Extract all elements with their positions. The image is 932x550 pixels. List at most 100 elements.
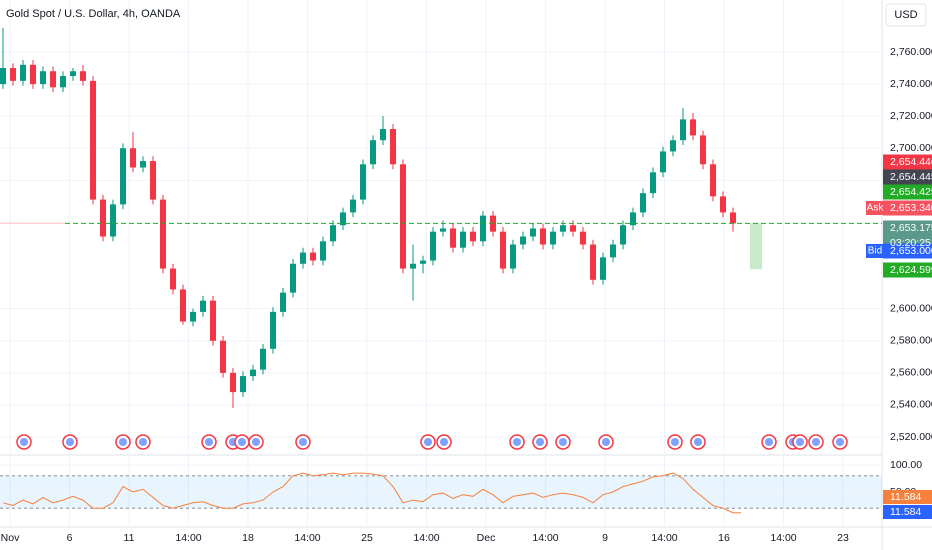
candle-body (500, 231, 506, 269)
candle-body (400, 164, 406, 269)
candle-body (330, 225, 336, 242)
candle-body (140, 161, 146, 168)
event-icon-inner (424, 438, 432, 446)
price-tag (883, 184, 932, 200)
candle-body (450, 228, 456, 248)
y-tick-label: 2,720.000 (890, 110, 932, 122)
candle-body (470, 231, 476, 242)
grid-layer (0, 0, 882, 527)
candle-body (290, 263, 296, 293)
countdown: 03:20:25 (890, 237, 931, 249)
candle-body (60, 76, 66, 88)
y-tick-label: 2,520.000 (890, 431, 932, 443)
candle-body (300, 252, 306, 264)
currency[interactable]: USD (894, 9, 917, 21)
y-tick-label: 2,580.000 (890, 335, 932, 347)
candle-body (320, 241, 326, 261)
y-tick-label: 2,540.000 (890, 399, 932, 411)
candle-body (260, 348, 266, 370)
candle-body (550, 231, 556, 245)
currency-button[interactable] (885, 3, 927, 27)
candle-body (390, 128, 396, 165)
candle-body (530, 228, 536, 237)
candle-body (190, 311, 196, 322)
time-label: 14:00 (651, 532, 677, 544)
time-label: 6 (67, 532, 73, 544)
candle-body (650, 172, 656, 194)
candle-body (360, 164, 366, 200)
event-icon-inner (559, 438, 567, 446)
candle-body (700, 135, 706, 165)
event-icon-inner (694, 438, 702, 446)
time-label: Nov (1, 532, 20, 544)
chart-title: Gold Spot / U.S. Dollar, 4h, OANDA (6, 8, 181, 20)
event-icon-inner (299, 438, 307, 446)
indicator-tag-label: 11.584 (890, 491, 921, 503)
candle-body (170, 268, 176, 290)
price-tag (883, 262, 932, 278)
price-tag (883, 243, 932, 259)
candle-body (420, 260, 426, 264)
y-tick-label: 2,760.000 (890, 46, 932, 58)
price-tag (883, 200, 932, 216)
indicator-tag (883, 490, 932, 504)
candle-body (640, 193, 646, 213)
price-tag-label: 2,654.446 (890, 156, 932, 168)
price-tag-label: 2,653.000 (890, 245, 932, 257)
ask-badge (866, 201, 884, 215)
candle-body (580, 231, 586, 245)
candle-body (160, 199, 166, 269)
candle-body (180, 289, 186, 322)
candle-body (430, 231, 436, 261)
candle-body (100, 199, 106, 237)
time-label: 9 (602, 532, 608, 544)
candle-body (40, 71, 46, 85)
candle-body (200, 300, 206, 312)
indicator-tag (883, 505, 932, 519)
time-label: 14:00 (770, 532, 796, 544)
candle-body (130, 148, 136, 168)
time-label: 11 (124, 532, 135, 544)
candle-body (310, 252, 316, 261)
event-icon-inner (536, 438, 544, 446)
candle-body (350, 199, 356, 213)
y-tick-label: 2,700.000 (890, 142, 932, 154)
bid-label: Bid (868, 246, 882, 257)
candle-body (590, 244, 596, 280)
candle-body (370, 140, 376, 165)
candle-body (0, 68, 6, 85)
event-icon-inner (252, 438, 260, 446)
event-icon-inner (765, 438, 773, 446)
candle-body (50, 71, 56, 88)
candle-body (570, 225, 576, 232)
time-label: 14:00 (532, 532, 558, 544)
event-icon-inner (513, 438, 521, 446)
time-label: 16 (718, 532, 730, 544)
candle-body (30, 64, 36, 85)
candle-body (220, 340, 226, 373)
candle-body (210, 300, 216, 341)
marks-layer (0, 27, 882, 514)
candle-body (560, 225, 566, 232)
price-tag (883, 154, 932, 170)
candle-body (600, 257, 606, 280)
candle-body (510, 244, 516, 269)
candle-body (110, 204, 116, 237)
time-label: 14:00 (294, 532, 320, 544)
event-icon-inner (238, 438, 246, 446)
event-icon-inner (139, 438, 147, 446)
event-icon-inner (671, 438, 679, 446)
y-tick-label: 2,560.000 (890, 367, 932, 379)
time-label: 14:00 (175, 532, 201, 544)
event-icon-inner (66, 438, 74, 446)
candle-body (410, 263, 416, 269)
projection-box (750, 223, 762, 270)
candle-body (480, 215, 486, 242)
candle-body (630, 212, 636, 226)
event-icon-inner (796, 438, 804, 446)
indicator-tag-label: 11.584 (890, 506, 921, 518)
price-tag-label: 2,654.445 (890, 171, 932, 183)
candle-body (540, 228, 546, 245)
time-label: 14:00 (413, 532, 439, 544)
